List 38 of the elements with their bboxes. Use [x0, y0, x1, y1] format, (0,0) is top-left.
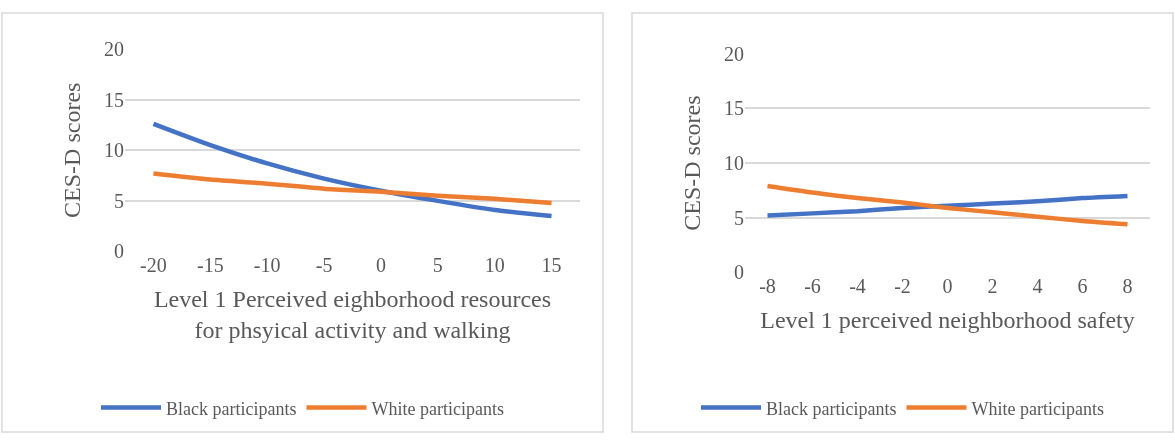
y-tick-label: 5	[734, 206, 744, 229]
x-tick-label: 15	[541, 254, 562, 277]
x-tick-label: -2	[894, 275, 911, 298]
legend-label: Black participants	[166, 398, 297, 419]
x-tick-label: 8	[1122, 275, 1133, 298]
y-tick-label: 15	[724, 97, 744, 120]
legend-label: Black participants	[766, 398, 897, 419]
y-axis-title: CES-D scores	[679, 95, 706, 231]
y-tick-label: 0	[114, 240, 124, 263]
x-tick-label: -8	[759, 275, 776, 298]
x-tick-label: 6	[1077, 275, 1088, 298]
y-axis-title: CES-D scores	[59, 82, 86, 218]
y-tick-label: 5	[114, 189, 124, 212]
x-tick-label: -6	[804, 275, 821, 298]
x-axis-title: Level 1 Perceived eighborhood resources for phsyical activity and walking	[153, 285, 552, 343]
x-tick-label: 10	[484, 254, 505, 277]
line-series	[765, 193, 1130, 218]
x-tick-label: -10	[253, 254, 281, 277]
y-tick-label: 15	[104, 88, 124, 111]
x-tick-label: -15	[196, 254, 224, 277]
x-tick-label: 0	[942, 275, 953, 298]
y-tick-label: 10	[104, 139, 124, 162]
line-series	[151, 171, 554, 206]
x-tick-label: 4	[1032, 275, 1043, 298]
legend-label: White participants	[971, 398, 1104, 419]
x-axis-title: Level 1 perceived neighborhood safety	[760, 306, 1135, 333]
y-tick-label: 20	[724, 42, 744, 65]
x-tick-label: 2	[987, 275, 998, 298]
x-tick-label: -4	[849, 275, 866, 298]
line-series	[765, 183, 1130, 227]
x-tick-label: 5	[432, 254, 443, 277]
legend-label: White participants	[371, 398, 504, 419]
x-tick-label: -5	[315, 254, 333, 277]
line-series	[151, 121, 554, 219]
y-tick-label: 20	[104, 38, 124, 61]
y-tick-label: 10	[724, 152, 744, 175]
x-tick-label: -20	[140, 254, 167, 277]
x-tick-label: 0	[375, 254, 386, 277]
